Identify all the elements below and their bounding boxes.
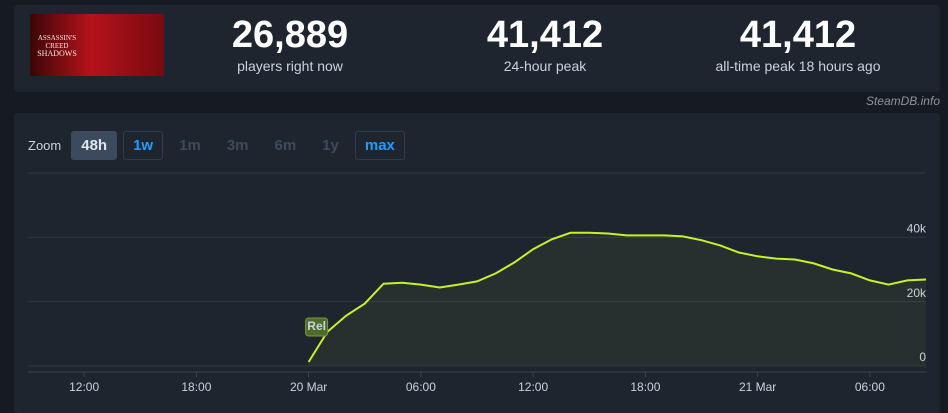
- line-area: [308, 232, 927, 366]
- zoom-button[interactable]: 3m: [226, 137, 249, 154]
- x-tick-label: 21 Mar: [739, 380, 776, 394]
- y-tick-label: 20k: [907, 286, 927, 300]
- zoom-button[interactable]: 48h: [71, 131, 118, 160]
- credit[interactable]: SteamDB.info: [865, 94, 940, 108]
- x-tick-label: 20 Mar: [290, 380, 327, 394]
- zoom-button[interactable]: 1m: [179, 137, 201, 154]
- annotation-flag: [305, 317, 329, 337]
- game-thumbnail: ASSASSIN'S CREED SHADOWS: [30, 14, 164, 76]
- x-tick-label: 06:00: [406, 380, 436, 394]
- logo-line: CREED: [45, 42, 69, 50]
- stat: 41,412 24-hour peak: [425, 14, 665, 74]
- zoom-button[interactable]: 1w: [123, 131, 164, 160]
- zoom-button[interactable]: 6m: [274, 137, 297, 154]
- x-tick-label: 18:00: [181, 380, 211, 394]
- zoom-button[interactable]: 1y: [322, 137, 339, 154]
- x-tick-label: 06:00: [855, 380, 885, 394]
- zoom-bar: Zoom 48h 1w 1m 3m 6m 1y max: [28, 131, 405, 160]
- header-panel: [14, 5, 940, 92]
- stat-value: 26,889: [231, 14, 349, 56]
- stat-label: all-time peak 18 hours ago: [715, 58, 881, 74]
- x-tick-label: 12:00: [69, 380, 99, 394]
- zoom-button[interactable]: max: [354, 131, 405, 160]
- chart-panel: [14, 113, 940, 413]
- annotation: Rel: [307, 319, 326, 333]
- logo-line: ASSASSIN'S: [37, 34, 77, 42]
- line: [307, 231, 927, 363]
- zoom-label: Zoom: [28, 138, 62, 153]
- y-tick-label: 0: [919, 350, 926, 364]
- stat-label: players right now: [237, 58, 343, 74]
- x-tick-label: 18:00: [630, 380, 660, 394]
- y-tick-label: 40k: [907, 222, 927, 236]
- stat: 26,889 players right now: [170, 14, 410, 74]
- logo-line: SHADOWS: [37, 49, 77, 58]
- stat: 41,412 all-time peak 18 hours ago: [678, 14, 918, 74]
- stat-value: 41,412: [739, 14, 857, 56]
- stat-label: 24-hour peak: [503, 58, 587, 74]
- stat-value: 41,412: [486, 14, 604, 56]
- x-tick-label: 12:00: [518, 380, 548, 394]
